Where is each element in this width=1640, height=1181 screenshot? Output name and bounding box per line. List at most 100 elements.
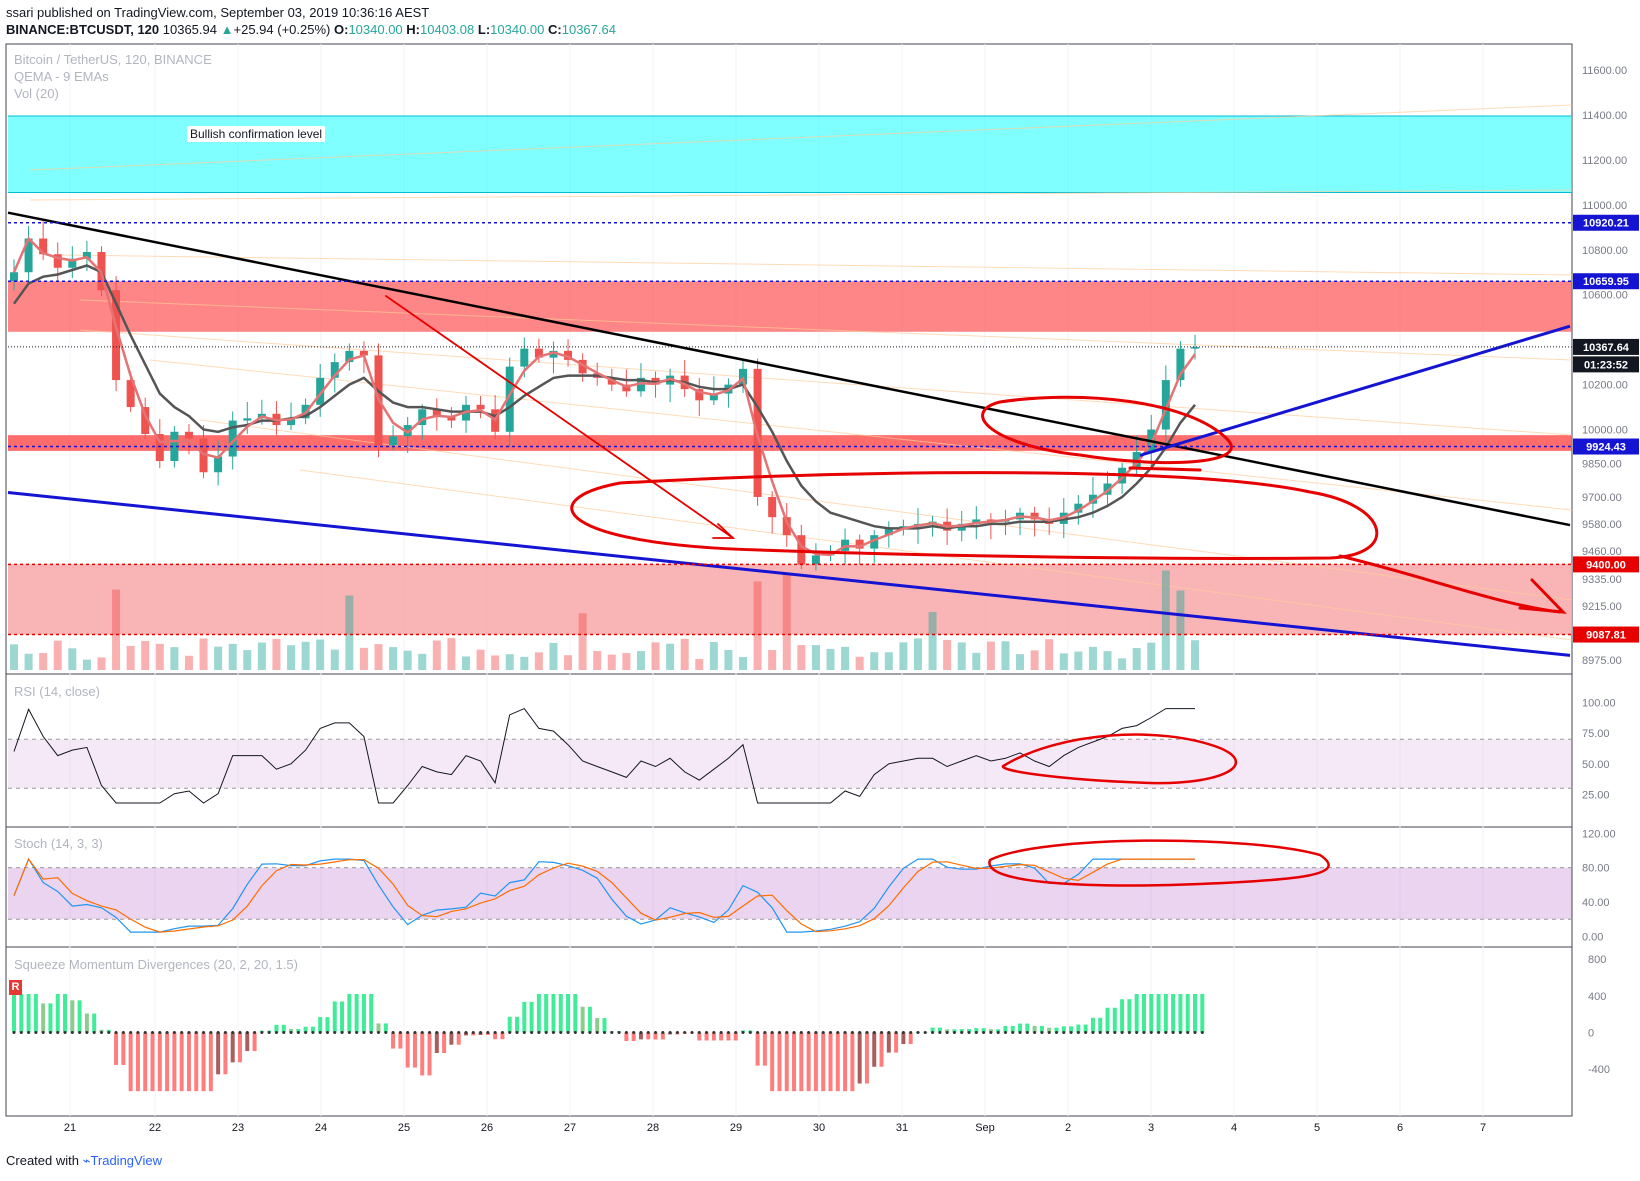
squeeze-bar (325, 1017, 330, 1033)
price-axis: 11600.00 11400.00 11200.00 11000.00 10800.00… (1582, 65, 1628, 1076)
squeeze-dot (1025, 1031, 1029, 1034)
squeeze-bar (1047, 1027, 1052, 1033)
candle-body (636, 377, 645, 392)
candle-body (972, 519, 981, 524)
red-arrow-tip (1518, 578, 1567, 614)
squeeze-bar (70, 1000, 75, 1033)
volume-bar (564, 655, 573, 670)
squeeze-dot (1164, 1031, 1168, 1034)
squeeze-dot (384, 1031, 388, 1034)
squeeze-dot (435, 1031, 439, 1034)
x-tick-label: 25 (398, 1122, 410, 1134)
volume-bar (666, 643, 675, 670)
open-value: 10340.00 (348, 22, 403, 37)
squeeze-dot (756, 1031, 760, 1034)
squeeze-dot (916, 1031, 920, 1034)
squeeze-dot (27, 1031, 31, 1034)
squeeze-dot (282, 1031, 286, 1034)
published-line: ssari published on TradingView.com, Sept… (6, 5, 430, 20)
volume-bar (972, 652, 981, 670)
squeeze-bar (1032, 1025, 1037, 1033)
price-label-text: 10659.95 (1583, 276, 1629, 288)
squeeze-bar (186, 1032, 191, 1092)
y-tick-label: 11400.00 (1582, 110, 1627, 122)
squeeze-dot (325, 1031, 329, 1034)
squeeze-bar (252, 1032, 257, 1052)
squeeze-bar (835, 1032, 840, 1092)
close-label: C: (548, 22, 562, 37)
squeeze-dot (850, 1031, 854, 1034)
squeeze-dot (967, 1031, 971, 1034)
squeeze-dot (406, 1031, 410, 1034)
squeeze-bar (245, 1032, 250, 1052)
squeeze-bar (1163, 994, 1168, 1033)
red-stroke (1128, 466, 1202, 472)
squeeze-bar (208, 1032, 213, 1092)
volume-bar (943, 639, 952, 670)
squeeze-bar (1178, 994, 1183, 1033)
squeeze-bar (77, 1000, 82, 1033)
volume-bar (1016, 654, 1025, 670)
squeeze-bar (398, 1032, 403, 1049)
low-value: 10340.00 (490, 22, 545, 37)
candle-body (53, 254, 62, 268)
squeeze-dot (887, 1031, 891, 1034)
squeeze-dot (78, 1031, 82, 1034)
volume-bar (636, 651, 645, 670)
blue-uptrend-line (1139, 324, 1571, 457)
squeeze-bar (821, 1032, 826, 1092)
squeeze-bar (1018, 1023, 1023, 1033)
volume-bar (870, 652, 879, 670)
squeeze-dot (1200, 1031, 1204, 1034)
squeeze-dot (1076, 1031, 1080, 1034)
up-arrow-icon: ▲ (220, 22, 234, 37)
squeeze-bar (799, 1032, 804, 1092)
volume-bar (855, 656, 864, 670)
volume-bar (199, 638, 208, 670)
squeeze-bar (354, 994, 359, 1033)
price-label-text: 10920.21 (1583, 218, 1629, 230)
candle-body (389, 436, 398, 446)
squeeze-dot (12, 1031, 16, 1034)
tradingview-brand[interactable]: TradingView (90, 1153, 162, 1168)
squeeze-bar (762, 1032, 767, 1066)
squeeze-bar (930, 1027, 935, 1033)
y-tick-label: 11000.00 (1582, 200, 1627, 212)
squeeze-bar (12, 994, 16, 1033)
squeeze-bar (529, 1001, 534, 1033)
squeeze-bar (412, 1032, 417, 1068)
volume-bar (374, 644, 383, 670)
candle-body (126, 380, 135, 408)
squeeze-dot (296, 1031, 300, 1034)
squeeze-dot (974, 1031, 978, 1034)
squeeze-dot (92, 1031, 96, 1034)
volume-bar (170, 647, 179, 670)
candle-body (1161, 380, 1170, 430)
squeeze-bar (1054, 1027, 1059, 1033)
volume-bar (505, 654, 514, 670)
squeeze-bar (536, 994, 541, 1033)
squeeze-dot (56, 1031, 60, 1034)
squeeze-dot (734, 1031, 738, 1034)
squeeze-bar (872, 1032, 877, 1067)
volume-bar (389, 647, 398, 670)
candle-body (141, 407, 150, 435)
squeeze-bar (179, 1032, 184, 1092)
squeeze-dot (581, 1031, 585, 1034)
squeeze-dot (632, 1031, 636, 1034)
price-label-box (1573, 214, 1639, 231)
squeeze-bar (84, 1013, 89, 1033)
volume-bar (549, 642, 558, 670)
squeeze-bar (405, 1032, 410, 1068)
squeeze-bar (901, 1032, 906, 1045)
squeeze-dot (398, 1031, 402, 1034)
stoch-tick-label: 120.00 (1582, 828, 1616, 840)
squeeze-dot (428, 1031, 432, 1034)
squeeze-dot (668, 1031, 672, 1034)
squeeze-dot (129, 1031, 133, 1034)
candle-body (287, 418, 296, 426)
squeeze-dot (1157, 1031, 1161, 1034)
squeeze-dot (223, 1031, 227, 1034)
volume-bar (1103, 651, 1112, 670)
